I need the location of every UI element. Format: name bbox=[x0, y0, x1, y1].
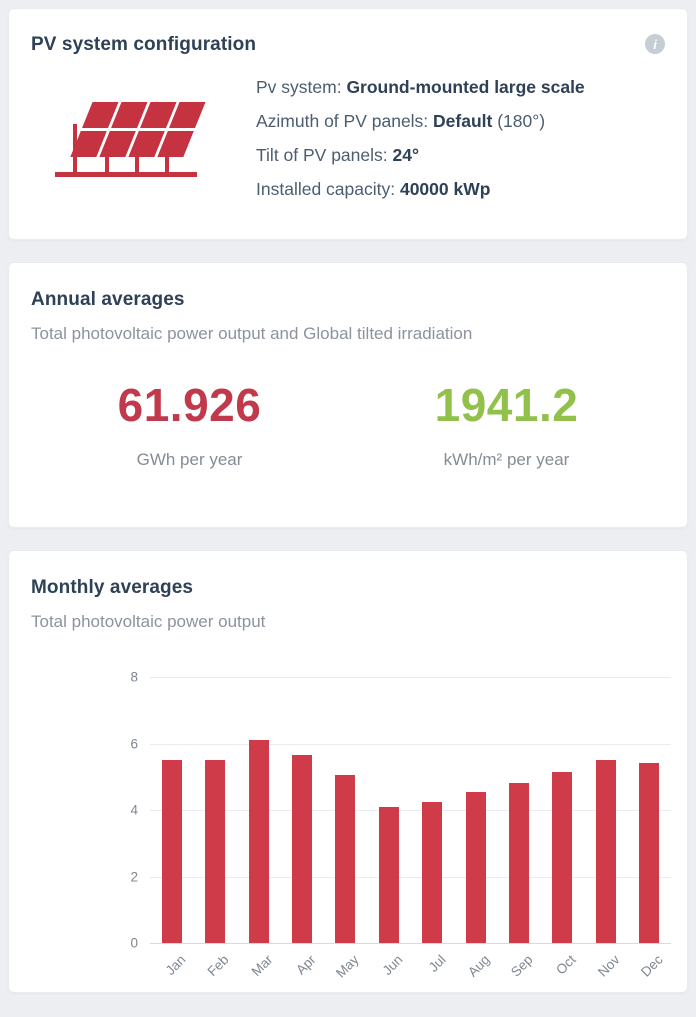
x-axis-baseline bbox=[150, 943, 671, 944]
pv-config-title: PV system configuration bbox=[31, 34, 257, 55]
x-axis-tick-label: Nov bbox=[594, 952, 623, 980]
pv-system-label: Pv system: bbox=[256, 77, 347, 97]
pv-config-card: PV system configuration i bbox=[8, 8, 688, 240]
bar-may[interactable] bbox=[335, 775, 356, 943]
bar-nov[interactable] bbox=[595, 760, 616, 943]
bar-jul[interactable] bbox=[422, 801, 443, 943]
x-axis-tick-label: Jan bbox=[162, 952, 189, 979]
tilt-line: Tilt of PV panels: 24° bbox=[256, 138, 665, 172]
solar-panel-icon bbox=[31, 86, 226, 190]
gridline bbox=[150, 810, 671, 811]
pv-system-value: Ground-mounted large scale bbox=[346, 77, 585, 97]
pv-config-details: Pv system: Ground-mounted large scale Az… bbox=[256, 70, 665, 206]
monthly-averages-card: Monthly averages Total photovoltaic powe… bbox=[8, 550, 688, 993]
bar-mar[interactable] bbox=[248, 740, 269, 943]
stat-power-output: 61.926 GWh per year bbox=[31, 378, 348, 470]
power-output-unit: GWh per year bbox=[136, 450, 243, 469]
bar-oct[interactable] bbox=[552, 771, 573, 943]
x-axis-tick-label: Feb bbox=[204, 952, 232, 980]
gridline bbox=[150, 743, 671, 745]
y-axis-tick-label: 6 bbox=[130, 736, 138, 751]
x-axis-tick-label: Oct bbox=[553, 952, 580, 978]
stat-irradiation: 1941.2 kWh/m² per year bbox=[348, 378, 665, 470]
bar-apr[interactable] bbox=[291, 755, 312, 943]
monthly-averages-subtitle: Total photovoltaic power output bbox=[31, 612, 266, 631]
x-axis-tick-label: Apr bbox=[293, 952, 319, 978]
azimuth-value: Default bbox=[433, 111, 493, 131]
y-axis-tick-label: 2 bbox=[130, 869, 138, 884]
capacity-value: 40000 kWp bbox=[399, 179, 491, 199]
bar-jan[interactable] bbox=[161, 760, 182, 943]
x-axis-tick-label: May bbox=[333, 952, 362, 981]
y-axis-tick-label: 8 bbox=[130, 669, 138, 685]
x-axis-tick-label: Jul bbox=[425, 952, 449, 975]
x-axis-tick-label: Dec bbox=[638, 952, 666, 980]
gridline bbox=[150, 677, 671, 678]
bar-dec[interactable] bbox=[639, 763, 660, 943]
x-axis-tick-label: Aug bbox=[464, 952, 493, 980]
capacity-line: Installed capacity: 40000 kWp bbox=[256, 172, 665, 206]
power-output-value: 61.926 bbox=[117, 379, 262, 431]
monthly-averages-title: Monthly averages bbox=[31, 577, 194, 598]
capacity-label: Installed capacity: bbox=[256, 179, 400, 199]
y-axis-tick-label: 0 bbox=[130, 935, 138, 951]
annual-averages-card: Annual averages Total photovoltaic power… bbox=[8, 262, 688, 528]
azimuth-line: Azimuth of PV panels: Default (180°) bbox=[256, 111, 546, 131]
bar-jun[interactable] bbox=[378, 806, 399, 943]
gridline bbox=[150, 876, 671, 878]
bar-sep[interactable] bbox=[509, 783, 530, 943]
x-axis-tick-label: Jun bbox=[379, 952, 406, 979]
bar-chart-plot: 0 2 4 6 8 Jan Feb Mar Apr May Jun Jul Aug Sep Oct Nov De… bbox=[130, 670, 671, 981]
irradiation-unit: kWh/m² per year bbox=[443, 450, 570, 469]
monthly-bar-chart: 0 2 4 6 8 Jan Feb Mar Apr May Jun Jul Aug Sep Oct Nov De… bbox=[31, 670, 671, 981]
azimuth-label: Azimuth of PV panels: bbox=[256, 111, 434, 131]
bar-aug[interactable] bbox=[465, 791, 486, 943]
tilt-value: 24° bbox=[392, 145, 419, 165]
annual-averages-title: Annual averages bbox=[31, 289, 185, 310]
x-axis-tick-label: Mar bbox=[248, 952, 276, 980]
y-axis-tick-label: 4 bbox=[130, 802, 138, 818]
bar-feb[interactable] bbox=[205, 760, 226, 943]
tilt-label: Tilt of PV panels: bbox=[256, 145, 393, 165]
pv-system-line: Pv system: Ground-mounted large scale bbox=[256, 70, 665, 104]
x-axis-tick-label: Sep bbox=[508, 952, 536, 980]
irradiation-value: 1941.2 bbox=[434, 379, 579, 431]
annual-averages-subtitle: Total photovoltaic power output and Glob… bbox=[31, 324, 473, 343]
info-icon[interactable]: i bbox=[645, 34, 665, 54]
